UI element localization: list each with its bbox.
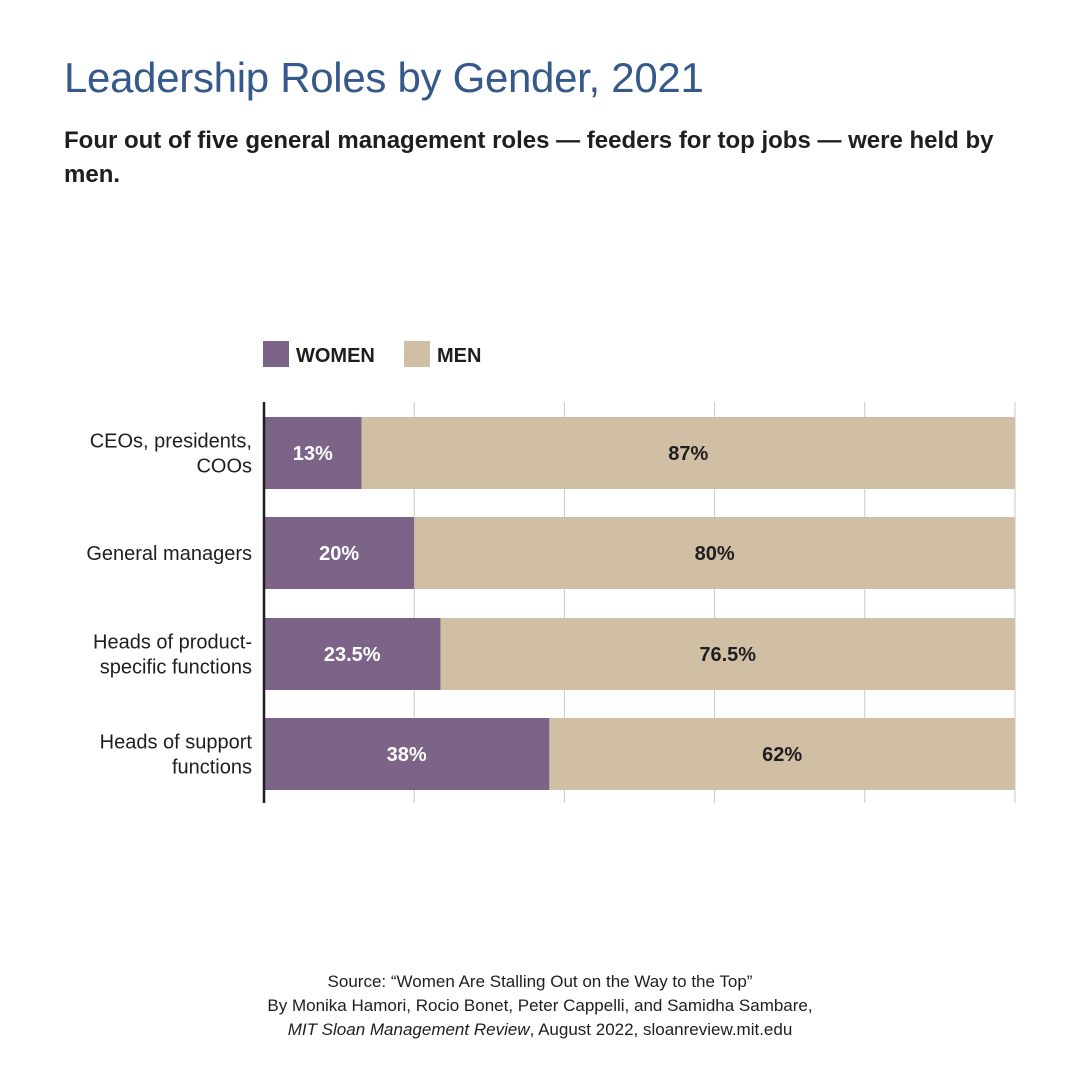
chart-subtitle: Four out of five general management role… [64,127,994,188]
source-line-1: Source: “Women Are Stalling Out on the W… [327,972,753,991]
data-label: 13% [293,443,333,465]
legend-label-0: WOMEN [296,345,375,367]
data-label: 76.5% [699,644,756,666]
source-date: , August 2022, sloanreview.mit.edu [529,1020,793,1039]
category-label: CEOs, presidents, COOs [90,431,252,478]
bar-women [264,417,362,489]
bar-women [264,618,441,690]
source-line-2: By Monika Hamori, Rocio Bonet, Peter Cap… [267,996,813,1015]
source-publication: MIT Sloan Management Review [287,1020,530,1039]
bar-women [264,517,415,589]
bar-men [414,517,1015,589]
category-label: Heads of product-specific functions [93,632,252,679]
category-label: Heads of support functions [100,732,253,779]
data-label: 87% [668,443,708,465]
bar-men [440,618,1015,690]
data-label: 38% [387,744,427,766]
chart-title: Leadership Roles by Gender, 2021 [64,54,704,101]
source-line-3: MIT Sloan Management Review, August 2022… [0,1018,1080,1042]
legend-swatch-0 [263,341,289,367]
data-label: 20% [319,543,359,565]
source-note: Source: “Women Are Stalling Out on the W… [0,970,1080,1042]
category-label: General managers [86,543,252,565]
data-label: 62% [762,744,802,766]
legend-swatch-1 [404,341,430,367]
bar-women [264,718,550,790]
data-label: 80% [695,543,735,565]
data-label: 23.5% [324,644,381,666]
bar-men [549,718,1015,790]
legend-label-1: MEN [437,345,481,367]
bar-men [361,417,1015,489]
